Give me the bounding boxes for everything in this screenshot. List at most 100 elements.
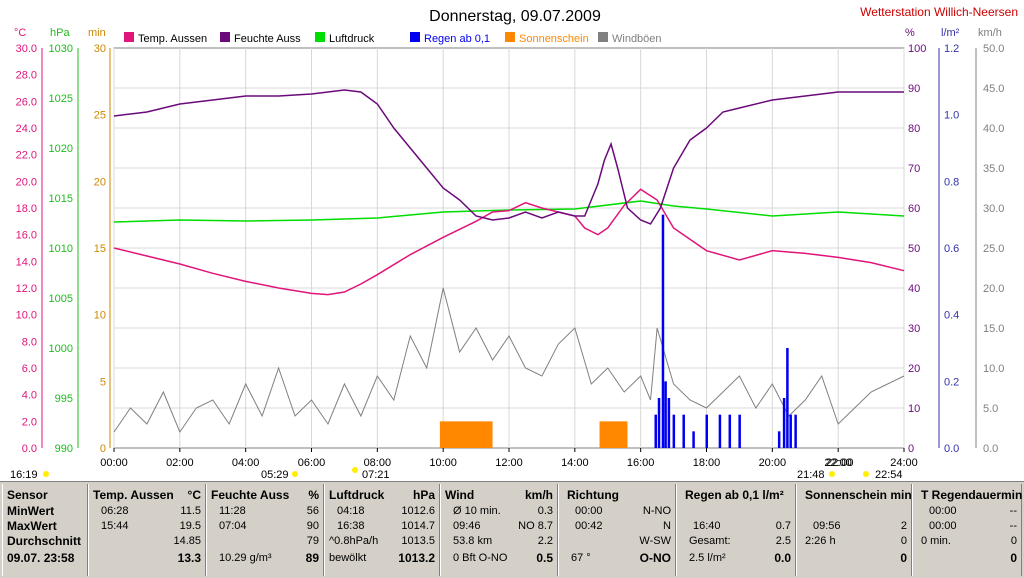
rain-max-time: 16:40 xyxy=(693,520,721,532)
temp-axis-tick-6: 12.0 xyxy=(16,283,37,295)
dir-current: O-NO xyxy=(639,551,671,565)
legend-swatch-gust xyxy=(598,32,608,42)
hum-unit: % xyxy=(308,488,319,502)
temp-axis-tick-11: 22.0 xyxy=(16,150,37,162)
press-unit: hPa xyxy=(412,488,435,502)
wind-max-time: 09:46 xyxy=(453,520,481,532)
panel-wind: Wind km/h Ø 10 min. 0.3 09:46 NO 8.7 53.8 k… xyxy=(440,484,558,576)
legend-label-press: Luftdruck xyxy=(329,33,375,45)
press-max-time: 16:38 xyxy=(337,520,365,532)
wind-axis-tick-2: 10.0 xyxy=(983,363,1004,375)
press-axis-tick-5: 1015 xyxy=(49,193,73,205)
temp-axis-tick-3: 6.0 xyxy=(22,363,37,375)
legend-label-hum: Feuchte Auss xyxy=(234,33,301,45)
sensor-footer: 09.07. 23:58 xyxy=(7,551,75,565)
rain-day: 2.5 l/m² xyxy=(689,552,726,564)
unit-temp: °C xyxy=(14,27,26,39)
time-marker-moonrise: 22:00 xyxy=(826,457,854,469)
rain-current: 0.0 xyxy=(774,551,791,565)
wind-axis-tick-7: 35.0 xyxy=(983,163,1004,175)
rain-axis-tick-6: 1.2 xyxy=(944,43,959,55)
rainlen-total: 0 xyxy=(1010,535,1017,547)
unit-hum: % xyxy=(905,27,915,39)
panel-press: Luftdruck hPa 04:18 1012.6 16:38 1014.7 ^0.… xyxy=(324,484,440,576)
rainlen-total-label: 0 min. xyxy=(921,535,951,547)
sensor-header: Sensor xyxy=(7,488,48,502)
wind-max: NO 8.7 xyxy=(518,520,553,532)
sensor-avg: Durchschnitt xyxy=(7,534,82,548)
sun-max: 2 xyxy=(900,520,907,532)
time-marker-sunrise: 05:29 xyxy=(261,469,289,480)
rainlen-min: -- xyxy=(1009,505,1017,517)
rainlen-current: 0 xyxy=(1010,551,1017,565)
temp-max-time: 15:44 xyxy=(101,520,129,532)
sun-header: Sonnenschein min xyxy=(805,488,912,502)
wind-axis-tick-10: 50.0 xyxy=(983,43,1004,55)
dir-header: Richtung xyxy=(567,488,619,502)
x-tick-label-9: 18:00 xyxy=(693,457,721,469)
unit-min: min xyxy=(88,27,106,39)
min-axis-tick-0: 0 xyxy=(100,443,106,455)
temp-unit: °C xyxy=(187,488,201,502)
rainlen-max: -- xyxy=(1009,520,1017,532)
panel-rainlen: T Regendauermin 00:00 -- 00:00 -- 0 min. 0 … xyxy=(912,484,1022,576)
sun-moon-icon-0 xyxy=(43,471,49,477)
x-tick-label-3: 06:00 xyxy=(298,457,326,469)
hum-avg: 79 xyxy=(306,535,319,547)
panel-hum: Feuchte Auss% 11:28 56 07:04 90 79 10.29 g… xyxy=(206,484,324,576)
temp-axis-tick-8: 16.0 xyxy=(16,230,37,242)
x-tick-label-8: 16:00 xyxy=(627,457,655,469)
press-axis-tick-2: 1000 xyxy=(49,343,73,355)
legend-swatch-sun xyxy=(505,32,515,42)
legend-label-temp: Temp. Aussen xyxy=(138,33,207,45)
unit-wind: km/h xyxy=(978,27,1002,39)
panel-rain: Regen ab 0,1 l/m² 16:40 0.7 Gesamt: 2.5 2.… xyxy=(676,484,796,576)
rain-axis-tick-3: 0.6 xyxy=(944,243,959,255)
rain-bar-15 xyxy=(789,414,792,448)
rain-axis-tick-4: 0.8 xyxy=(944,176,959,188)
wind-run: 53.8 km xyxy=(453,535,493,547)
wind-axis-tick-8: 40.0 xyxy=(983,123,1004,135)
sun-current: 0 xyxy=(900,551,907,565)
press-max: 1014.7 xyxy=(401,520,435,532)
wind-avg-label: Ø 10 min. xyxy=(453,505,501,517)
legend-label-rain: Regen ab 0,1 xyxy=(424,33,490,45)
min-axis-tick-5: 25 xyxy=(94,110,106,122)
station-name: Wetterstation Willich-Neersen xyxy=(860,5,1018,19)
press-axis-tick-7: 1025 xyxy=(49,93,73,105)
hum-axis-tick-7: 70 xyxy=(908,163,920,175)
x-tick-label-10: 20:00 xyxy=(759,457,787,469)
hum-max-time: 07:04 xyxy=(219,520,247,532)
wind-avg: 0.3 xyxy=(537,505,553,517)
sensor-max: MaxWert xyxy=(7,519,57,533)
press-current: 1013.2 xyxy=(398,551,435,565)
press-header: Luftdruck xyxy=(329,488,385,502)
rain-bar-6 xyxy=(682,414,685,448)
press-min-time: 04:18 xyxy=(337,505,365,517)
legend-swatch-hum xyxy=(220,32,230,42)
rain-axis-tick-5: 1.0 xyxy=(944,110,959,122)
temp-avg: 14.85 xyxy=(173,535,201,547)
legend-label-gust: Windböen xyxy=(612,33,662,45)
rain-bar-10 xyxy=(728,414,732,448)
temp-axis-tick-4: 8.0 xyxy=(22,336,37,348)
chart-title: Donnerstag, 09.07.2009 xyxy=(429,8,601,25)
gust-line xyxy=(113,287,905,434)
press-axis-tick-1: 995 xyxy=(55,393,73,405)
temp-min: 11.5 xyxy=(180,505,201,517)
wind-axis-tick-3: 15.0 xyxy=(983,323,1004,335)
temp-axis-tick-0: 0.0 xyxy=(22,443,37,455)
wind-axis-tick-0: 0.0 xyxy=(983,443,998,455)
rain-axis-tick-1: 0.2 xyxy=(944,376,959,388)
x-tick-label-0: 00:00 xyxy=(100,457,128,469)
temp-axis-tick-12: 24.0 xyxy=(16,123,37,135)
wind-mean: 2.2 xyxy=(537,535,553,547)
legend-swatch-temp xyxy=(124,32,134,42)
press-axis-tick-8: 1030 xyxy=(49,43,73,55)
wind-unit: km/h xyxy=(524,488,553,502)
rain-bar-5 xyxy=(672,414,676,448)
hum-axis-tick-1: 10 xyxy=(908,403,920,415)
wind-axis-tick-4: 20.0 xyxy=(983,283,1004,295)
rain-axis-tick-2: 0.4 xyxy=(944,310,959,322)
rainlen-max-time: 00:00 xyxy=(929,520,957,532)
